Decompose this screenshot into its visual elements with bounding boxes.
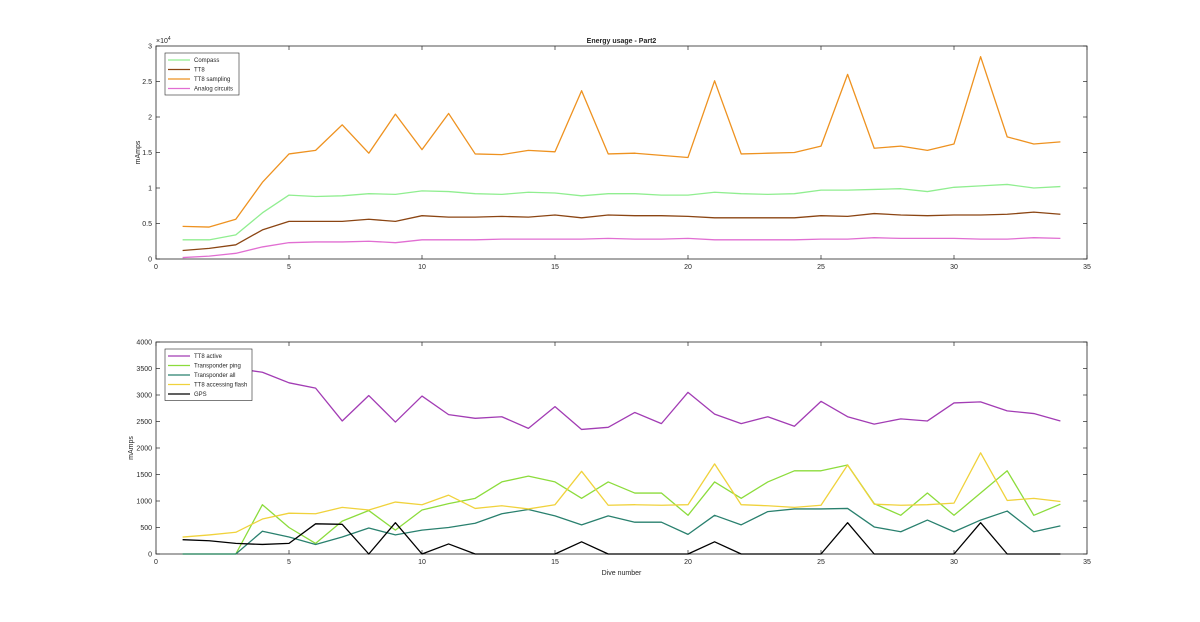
bottom-x-axis-label: Dive number <box>602 570 642 577</box>
bottom-x-tick-label: 25 <box>817 559 825 566</box>
bottom-x-tick-label: 10 <box>418 559 426 566</box>
top-ticks: 0 5 10 15 20 25 30 35 0 0.5 1 1.5 2 2.5 3 <box>142 44 1091 272</box>
top-axes-box <box>155 45 1088 260</box>
top-y-tick-label: 3 <box>148 44 152 51</box>
top-series-lines <box>182 56 1061 259</box>
top-y-exponent-base: ×10 <box>156 38 168 45</box>
bottom-axes: mAmps Dive number 0 5 10 15 20 25 30 35 0 500 1000… <box>128 340 1091 578</box>
bottom-x-tick-label: 0 <box>154 559 158 566</box>
bottom-y-tick-label: 4000 <box>136 340 152 347</box>
top-series-line-analog-circuits <box>182 237 1061 259</box>
bottom-legend-label-tt8-active: TT8 active <box>194 354 223 360</box>
top-x-tick-label: 15 <box>551 264 559 271</box>
bottom-series-line-tt8-active <box>182 354 1061 431</box>
bottom-series-line-transponder-ping <box>182 464 1061 555</box>
top-legend: Compass TT8 TT8 sampling Analog circuits <box>164 52 240 96</box>
bottom-legend: TT8 active Transponder ping Transponder al… <box>164 348 253 401</box>
bottom-ticks: 0 5 10 15 20 25 30 35 0 500 1000 1500 2000 2500 3000 35… <box>136 340 1091 567</box>
top-y-exponent: ×104 <box>156 36 171 45</box>
top-x-tick-label: 20 <box>684 264 692 271</box>
top-axes: Energy usage - Part2 mAmps ×104 0 5 10 15 20… <box>135 36 1091 271</box>
bottom-y-tick-label: 500 <box>140 525 152 532</box>
bottom-y-tick-label: 1000 <box>136 499 152 506</box>
top-y-tick-label: 0 <box>148 257 152 264</box>
bottom-y-tick-label: 3500 <box>136 366 152 373</box>
bottom-axes-box <box>155 341 1088 555</box>
bottom-legend-label-tt8-accessing-flash: TT8 accessing flash <box>194 383 247 389</box>
bottom-x-tick-label: 5 <box>287 559 291 566</box>
top-y-tick-label: 2 <box>148 115 152 122</box>
top-y-tick-label: 1.5 <box>142 150 152 157</box>
bottom-x-tick-label: 15 <box>551 559 559 566</box>
bottom-y-tick-label: 0 <box>148 552 152 559</box>
top-x-tick-label: 30 <box>950 264 958 271</box>
bottom-y-tick-label: 3000 <box>136 393 152 400</box>
bottom-series-line-gps <box>182 522 1061 555</box>
top-y-tick-label: 2.5 <box>142 79 152 86</box>
top-legend-label-tt8-sampling: TT8 sampling <box>194 77 230 83</box>
bottom-series-lines <box>182 354 1061 555</box>
bottom-series-line-transponder-all <box>182 507 1061 555</box>
top-y-exponent-power: 4 <box>168 36 171 42</box>
top-series-line-compass <box>182 183 1061 241</box>
top-series-line-tt8-sampling <box>182 56 1061 228</box>
bottom-x-tick-label: 20 <box>684 559 692 566</box>
bottom-legend-label-transponder-all: Transponder all <box>194 373 235 379</box>
top-x-tick-label: 35 <box>1083 264 1091 271</box>
bottom-y-tick-label: 2500 <box>136 419 152 426</box>
top-legend-label-analog-circuits: Analog circuits <box>194 87 233 93</box>
top-x-tick-label: 5 <box>287 264 291 271</box>
top-y-tick-label: 0.5 <box>142 221 152 228</box>
top-legend-label-compass: Compass <box>194 58 219 64</box>
top-x-tick-label: 0 <box>154 264 158 271</box>
bottom-legend-label-gps: GPS <box>194 392 207 398</box>
bottom-x-tick-label: 30 <box>950 559 958 566</box>
top-y-tick-label: 1 <box>148 186 152 193</box>
bottom-series-line-tt8-accessing-flash <box>182 452 1061 538</box>
bottom-y-axis-label: mAmps <box>128 436 135 460</box>
bottom-y-tick-label: 2000 <box>136 446 152 453</box>
bottom-legend-label-transponder-ping: Transponder ping <box>194 364 241 370</box>
top-y-axis-label: mAmps <box>135 140 142 164</box>
top-chart-title: Energy usage - Part2 <box>587 38 657 45</box>
bottom-x-tick-label: 35 <box>1083 559 1091 566</box>
bottom-y-tick-label: 1500 <box>136 472 152 479</box>
top-legend-label-tt8: TT8 <box>194 68 205 74</box>
top-x-tick-label: 10 <box>418 264 426 271</box>
top-series-line-tt8 <box>182 211 1061 252</box>
top-x-tick-label: 25 <box>817 264 825 271</box>
